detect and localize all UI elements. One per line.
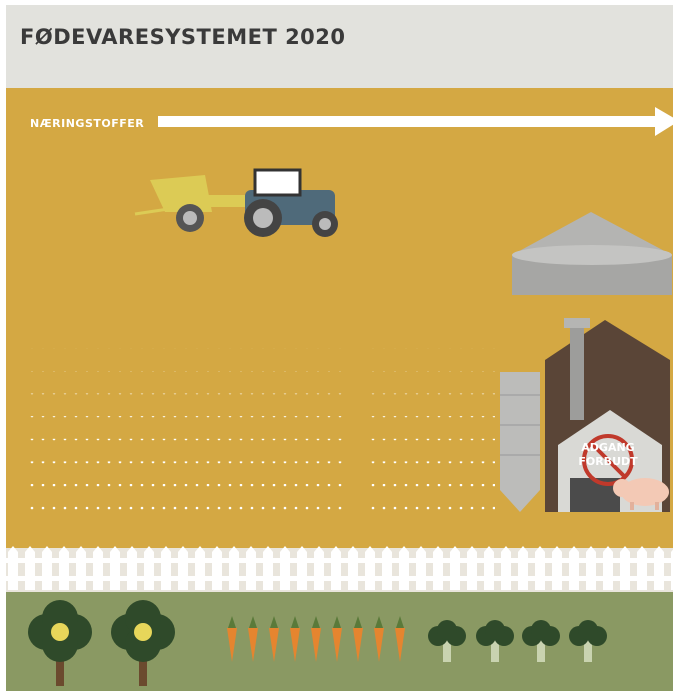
fence-picket xyxy=(654,546,664,590)
dot-row xyxy=(30,303,345,308)
broccoli-head xyxy=(531,620,551,640)
fence-picket xyxy=(297,546,307,590)
title: FØDEVARESYSTEMET 2020 xyxy=(20,25,346,49)
fence-picket xyxy=(110,546,120,590)
dot-row xyxy=(365,145,672,150)
fence-picket xyxy=(195,546,205,590)
dot-row xyxy=(30,235,345,240)
sign-line: FORBUDT xyxy=(578,455,638,468)
dot-row xyxy=(365,461,495,466)
dot-row xyxy=(30,439,345,444)
dot-row xyxy=(30,281,345,286)
dot-row xyxy=(30,190,110,195)
fence-picket xyxy=(603,546,613,590)
fence-picket xyxy=(382,546,392,590)
dot-row xyxy=(365,484,495,489)
dot-row xyxy=(30,484,345,489)
fence-picket xyxy=(671,546,679,590)
fence-picket xyxy=(76,546,86,590)
dot-row xyxy=(365,348,495,353)
fence-picket xyxy=(280,546,290,590)
dot-row xyxy=(365,303,495,308)
arrow-label: NÆRINGSTOFFER xyxy=(30,117,144,130)
apple xyxy=(51,623,69,641)
fence-picket xyxy=(620,546,630,590)
fence-picket xyxy=(42,546,52,590)
fence-picket xyxy=(93,546,103,590)
broccoli-head xyxy=(485,620,505,640)
fence-picket xyxy=(433,546,443,590)
dot-row xyxy=(30,348,345,353)
fence-picket xyxy=(348,546,358,590)
dot-row xyxy=(365,439,495,444)
fence-picket xyxy=(127,546,137,590)
fence-picket xyxy=(25,546,35,590)
fence-picket xyxy=(229,546,239,590)
dot-row xyxy=(365,258,505,263)
dot-row xyxy=(365,281,505,286)
dot-row xyxy=(30,461,345,466)
apple xyxy=(134,623,152,641)
broccoli-head xyxy=(437,620,457,640)
fence-picket xyxy=(569,546,579,590)
dot-row xyxy=(365,326,495,331)
broccoli-head xyxy=(578,620,598,640)
dot-row xyxy=(365,507,495,512)
fence-picket xyxy=(518,546,528,590)
fence-picket xyxy=(535,546,545,590)
dot-row xyxy=(30,145,345,150)
sign-line: ADGANG xyxy=(581,441,634,454)
fence-picket xyxy=(178,546,188,590)
arrow-shaft xyxy=(158,116,658,127)
fence-picket xyxy=(246,546,256,590)
fence-picket xyxy=(450,546,460,590)
dot-row xyxy=(30,258,345,263)
fence-picket xyxy=(365,546,375,590)
dot-row xyxy=(30,507,345,512)
fence-picket xyxy=(501,546,511,590)
dot-row xyxy=(30,213,110,218)
tanks xyxy=(500,372,540,512)
fence-picket xyxy=(416,546,426,590)
infographic: FØDEVARESYSTEMET 2020 NÆRINGSTOFFER ADGA… xyxy=(0,0,679,691)
dot-row xyxy=(30,394,345,399)
dot-row xyxy=(30,416,345,421)
fence-picket xyxy=(637,546,647,590)
fence-picket xyxy=(263,546,273,590)
fence-picket xyxy=(399,546,409,590)
fence-picket xyxy=(467,546,477,590)
dot-row xyxy=(365,190,672,195)
dot-row xyxy=(30,326,345,331)
fence-picket xyxy=(331,546,341,590)
fence-picket xyxy=(586,546,596,590)
dot-row xyxy=(365,235,505,240)
fence-picket xyxy=(8,546,18,590)
dot-row xyxy=(365,416,495,421)
dot-row xyxy=(365,168,672,173)
fence-picket xyxy=(212,546,222,590)
dot-row xyxy=(365,371,495,376)
fence-picket xyxy=(484,546,494,590)
fence-picket xyxy=(552,546,562,590)
dot-row xyxy=(365,394,495,399)
fence-picket xyxy=(144,546,154,590)
dot-row xyxy=(30,371,345,376)
dot-row xyxy=(30,168,110,173)
fence-picket xyxy=(59,546,69,590)
dot-row xyxy=(365,213,505,218)
fence-picket xyxy=(314,546,324,590)
fence-picket xyxy=(161,546,171,590)
